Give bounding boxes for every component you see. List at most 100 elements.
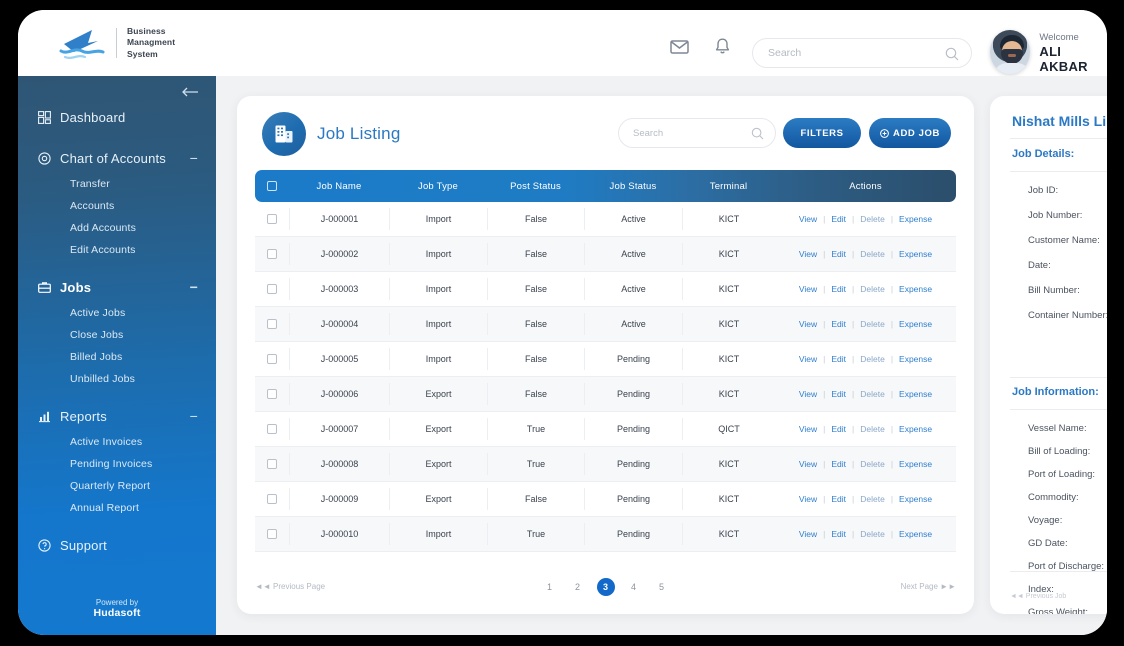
sidebar-item-transfer[interactable]: Transfer: [18, 173, 216, 195]
action-view-link[interactable]: View: [798, 319, 818, 329]
card-search-input[interactable]: [633, 127, 743, 139]
action-edit-link[interactable]: Edit: [831, 494, 847, 504]
next-page-link[interactable]: Next Page ►►: [900, 582, 956, 591]
search-icon[interactable]: [751, 127, 764, 140]
arrow-left-icon[interactable]: [180, 86, 200, 98]
action-edit-link[interactable]: Edit: [831, 354, 847, 364]
row-checkbox[interactable]: [267, 214, 277, 224]
sidebar-item-add-accounts[interactable]: Add Accounts: [18, 217, 216, 239]
row-select-cell[interactable]: [255, 319, 289, 329]
row-select-cell[interactable]: [255, 459, 289, 469]
table-row[interactable]: J-000009 Export False Pending KICT View |…: [255, 482, 956, 517]
collapse-toggle-icon[interactable]: −: [189, 150, 198, 166]
action-delete-link[interactable]: Delete: [860, 249, 885, 259]
previous-page-link[interactable]: ◄◄ Previous Page: [255, 582, 326, 591]
action-edit-link[interactable]: Edit: [831, 529, 847, 539]
action-view-link[interactable]: View: [798, 214, 818, 224]
action-view-link[interactable]: View: [798, 249, 818, 259]
page-number[interactable]: 5: [658, 582, 664, 592]
table-row[interactable]: J-000008 Export True Pending KICT View | E…: [255, 447, 956, 482]
action-view-link[interactable]: View: [798, 529, 818, 539]
table-row[interactable]: J-000007 Export True Pending QICT View | E…: [255, 412, 956, 447]
action-edit-link[interactable]: Edit: [831, 319, 847, 329]
action-view-link[interactable]: View: [798, 389, 818, 399]
row-select-cell[interactable]: [255, 214, 289, 224]
column-header-post-status[interactable]: Post Status: [510, 180, 561, 192]
column-header-job-name[interactable]: Job Name: [316, 180, 362, 192]
row-checkbox[interactable]: [267, 354, 277, 364]
row-checkbox[interactable]: [267, 319, 277, 329]
action-view-link[interactable]: View: [798, 354, 818, 364]
action-edit-link[interactable]: Edit: [831, 214, 847, 224]
user-profile[interactable]: Welcome ALI AKBAR: [990, 30, 1107, 74]
table-row[interactable]: J-000002 Import False Active KICT View | E…: [255, 237, 956, 272]
sidebar-item-support[interactable]: Support: [18, 530, 216, 560]
sidebar-item-dashboard[interactable]: Dashboard: [18, 102, 216, 132]
table-row[interactable]: J-000004 Import False Active KICT View | E…: [255, 307, 956, 342]
sidebar-item-active-jobs[interactable]: Active Jobs: [18, 302, 216, 324]
detail-previous-job-link[interactable]: ◄◄ Previous Job: [1010, 593, 1067, 600]
action-view-link[interactable]: View: [798, 284, 818, 294]
action-view-link[interactable]: View: [798, 424, 818, 434]
action-expense-link[interactable]: Expense: [899, 284, 933, 294]
sidebar-item-quarterly-report[interactable]: Quarterly Report: [18, 475, 216, 497]
sidebar-item-reports[interactable]: Reports −: [18, 401, 216, 431]
row-select-cell[interactable]: [255, 529, 289, 539]
table-row[interactable]: J-000006 Export False Pending KICT View |…: [255, 377, 956, 412]
sidebar-item-jobs[interactable]: Jobs −: [18, 272, 216, 302]
action-delete-link[interactable]: Delete: [860, 494, 885, 504]
row-checkbox[interactable]: [267, 284, 277, 294]
action-expense-link[interactable]: Expense: [899, 214, 933, 224]
select-all-cell[interactable]: [255, 181, 289, 191]
sidebar-item-close-jobs[interactable]: Close Jobs: [18, 324, 216, 346]
collapse-toggle-icon[interactable]: −: [189, 279, 198, 295]
column-header-job-type[interactable]: Job Type: [418, 180, 458, 192]
card-search[interactable]: [618, 118, 776, 148]
action-delete-link[interactable]: Delete: [860, 529, 885, 539]
search-icon[interactable]: [945, 47, 959, 61]
action-edit-link[interactable]: Edit: [831, 459, 847, 469]
action-expense-link[interactable]: Expense: [899, 249, 933, 259]
collapse-toggle-icon[interactable]: −: [189, 408, 198, 424]
sidebar-item-active-invoices[interactable]: Active Invoices: [18, 431, 216, 453]
sidebar-item-edit-accounts[interactable]: Edit Accounts: [18, 239, 216, 261]
page-number[interactable]: 4: [630, 582, 636, 592]
action-delete-link[interactable]: Delete: [860, 389, 885, 399]
sidebar-item-accounts[interactable]: Accounts: [18, 195, 216, 217]
table-row[interactable]: J-000005 Import False Pending KICT View |…: [255, 342, 956, 377]
sidebar-item-unbilled-jobs[interactable]: Unbilled Jobs: [18, 368, 216, 390]
action-edit-link[interactable]: Edit: [831, 389, 847, 399]
action-edit-link[interactable]: Edit: [831, 284, 847, 294]
header-search-input[interactable]: [768, 47, 933, 59]
sidebar-item-pending-invoices[interactable]: Pending Invoices: [18, 453, 216, 475]
table-row[interactable]: J-000003 Import False Active KICT View | E…: [255, 272, 956, 307]
select-all-checkbox[interactable]: [267, 181, 277, 191]
sidebar-item-annual-report[interactable]: Annual Report: [18, 497, 216, 519]
row-checkbox[interactable]: [267, 249, 277, 259]
action-expense-link[interactable]: Expense: [899, 319, 933, 329]
row-checkbox[interactable]: [267, 494, 277, 504]
row-select-cell[interactable]: [255, 389, 289, 399]
action-delete-link[interactable]: Delete: [860, 424, 885, 434]
action-expense-link[interactable]: Expense: [899, 529, 933, 539]
action-edit-link[interactable]: Edit: [831, 249, 847, 259]
table-row[interactable]: J-000010 Import True Pending KICT View | E…: [255, 517, 956, 552]
action-delete-link[interactable]: Delete: [860, 354, 885, 364]
column-header-job-status[interactable]: Job Status: [609, 180, 657, 192]
action-delete-link[interactable]: Delete: [860, 459, 885, 469]
sidebar-item-chart-of-accounts[interactable]: Chart of Accounts −: [18, 143, 216, 173]
action-delete-link[interactable]: Delete: [860, 319, 885, 329]
row-select-cell[interactable]: [255, 424, 289, 434]
sidebar-item-billed-jobs[interactable]: Billed Jobs: [18, 346, 216, 368]
action-edit-link[interactable]: Edit: [831, 424, 847, 434]
action-view-link[interactable]: View: [798, 494, 818, 504]
action-delete-link[interactable]: Delete: [860, 284, 885, 294]
page-number[interactable]: 3: [596, 578, 615, 596]
page-number[interactable]: 2: [574, 582, 580, 592]
add-job-button[interactable]: ADD JOB: [869, 118, 951, 148]
header-search[interactable]: [752, 38, 972, 68]
mail-icon[interactable]: [670, 39, 689, 54]
action-view-link[interactable]: View: [798, 459, 818, 469]
row-select-cell[interactable]: [255, 249, 289, 259]
column-header-terminal[interactable]: Terminal: [709, 180, 748, 192]
